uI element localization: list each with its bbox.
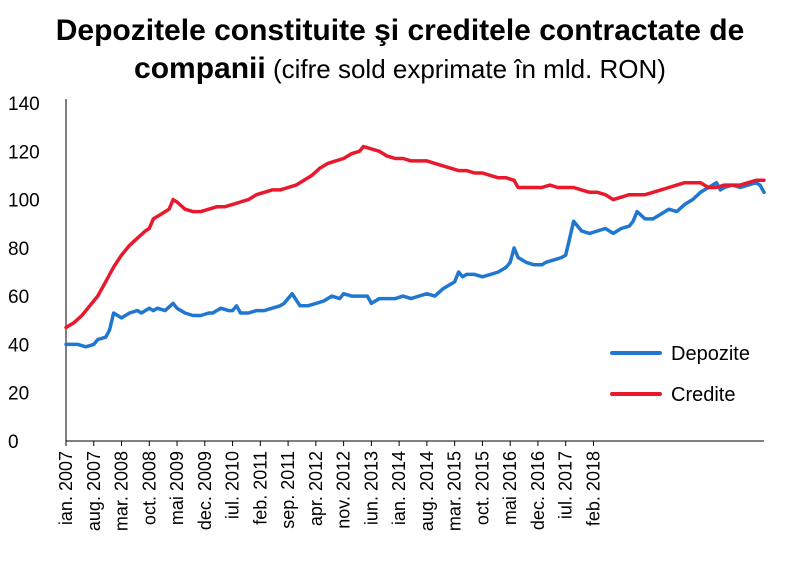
- series-line-credite: [64, 144, 766, 330]
- chart-title-line2: companii (cifre sold exprimate în mld. R…: [134, 52, 666, 85]
- x-tick-label: iul. 2010: [223, 451, 243, 519]
- x-tick-label: mai 2016: [500, 451, 520, 525]
- y-tick-label: 100: [8, 191, 40, 212]
- y-tick-label: 140: [8, 94, 40, 115]
- x-tick-label: nov. 2012: [334, 451, 354, 529]
- chart-title-line1: Depozitele constituite şi creditele cont…: [56, 14, 745, 47]
- series-line-depozite: [64, 180, 766, 349]
- y-tick-label: 120: [8, 142, 40, 163]
- x-tick-label: ian. 2014: [389, 451, 409, 525]
- y-tick-label: 80: [8, 239, 29, 260]
- x-tick-label: apr. 2012: [306, 451, 326, 526]
- chart-title-subtitle: (cifre sold exprimate în mld. RON): [266, 54, 666, 84]
- chart-title-bold: companii: [134, 52, 266, 85]
- x-tick-label: aug. 2014: [417, 451, 437, 531]
- y-tick-label: 0: [8, 432, 19, 453]
- axes-group: 0 20 40 60 80 100 120 140 ian. 2007 aug. 2007 mar.…: [8, 94, 764, 531]
- x-tick-label: oct. 2015: [472, 451, 492, 525]
- x-tick-label: feb. 2018: [583, 451, 603, 526]
- y-tick-label: 20: [8, 384, 29, 405]
- x-tick-label: dec. 2016: [528, 451, 548, 530]
- legend: Depozite Credite: [610, 343, 750, 406]
- legend-label-depozite: Depozite: [671, 343, 750, 365]
- x-tick-label: mar. 2015: [445, 451, 465, 531]
- x-tick-label: aug. 2007: [84, 451, 104, 531]
- x-tick-label: mai 2009: [167, 451, 187, 525]
- x-tick-label: ian. 2007: [56, 451, 76, 525]
- y-tick-label: 40: [8, 335, 29, 356]
- y-tick-label: 60: [8, 287, 29, 308]
- x-tick-label: iun. 2013: [361, 451, 381, 525]
- legend-label-credite: Credite: [671, 384, 735, 406]
- x-tick-label: dec. 2009: [195, 451, 215, 530]
- x-tick-label: mar. 2008: [112, 451, 132, 531]
- x-tick-label: iul. 2017: [556, 451, 576, 519]
- series-lines: [64, 144, 766, 349]
- x-tick-label: sep. 2011: [278, 451, 298, 529]
- x-tick-label: feb. 2011: [250, 451, 270, 525]
- x-tick-label: oct. 2008: [139, 451, 159, 525]
